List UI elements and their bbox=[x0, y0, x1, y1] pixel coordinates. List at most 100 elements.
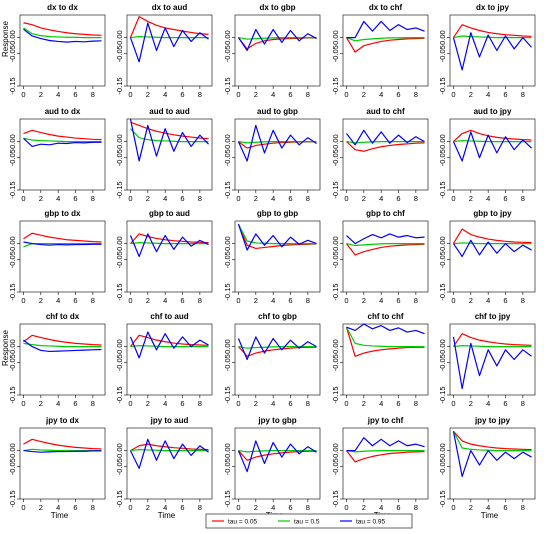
y-tick-label: 0.00 bbox=[8, 236, 17, 251]
series-line-tau-095 bbox=[452, 336, 532, 390]
y-tick-label: 0.00 bbox=[8, 30, 17, 45]
y-tick-label: -0.15 bbox=[223, 181, 232, 198]
panel: aud to gbp 0.00-0.05 -0.15 0 2 4 6 8 bbox=[223, 107, 321, 203]
x-tick-label: 6 bbox=[396, 90, 400, 99]
y-tick-label: -0.05 bbox=[115, 458, 124, 475]
y-tick-label: 0.00 bbox=[115, 339, 124, 354]
x-tick-label: 8 bbox=[414, 90, 418, 99]
series-line-tau-095 bbox=[23, 28, 102, 43]
x-tick-label: 4 bbox=[56, 503, 60, 512]
x-tick-label: 8 bbox=[306, 90, 310, 99]
panel: gbp to jpy 0.00-0.05 -0.15 0 2 4 6 8 bbox=[438, 209, 536, 305]
x-tick-label: 8 bbox=[198, 399, 202, 408]
series-line-tau-095 bbox=[129, 118, 209, 162]
y-tick-label: 0.00 bbox=[115, 30, 124, 45]
series-line-tau-05 bbox=[346, 36, 425, 42]
series-line-tau-005 bbox=[23, 438, 102, 450]
panel: jpy to aud 0.00-0.05 -0.15 0 2 4 6 8 Time bbox=[115, 416, 213, 520]
panel-frame bbox=[342, 14, 429, 87]
panel-title: chf to chf bbox=[368, 312, 404, 321]
series-line-tau-005 bbox=[452, 24, 532, 38]
x-tick-label: 8 bbox=[91, 503, 95, 512]
x-tick-label: 2 bbox=[39, 194, 43, 203]
x-tick-label: 4 bbox=[271, 90, 275, 99]
y-tick-label: -0.05 bbox=[438, 458, 447, 475]
y-tick-label: -0.15 bbox=[115, 181, 124, 198]
series-line-tau-095 bbox=[452, 32, 532, 71]
y-tick-label: -0.15 bbox=[438, 77, 447, 94]
x-tick-label: 4 bbox=[271, 503, 275, 512]
y-tick-label: -0.15 bbox=[223, 490, 232, 507]
x-tick-label: 8 bbox=[198, 503, 202, 512]
y-tick-label: -0.05 bbox=[223, 458, 232, 475]
y-tick-label: 0.00 bbox=[223, 339, 232, 354]
series-line-tau-095 bbox=[129, 22, 209, 63]
y-tick-label: 0.00 bbox=[438, 134, 447, 149]
x-tick-label: 6 bbox=[180, 194, 184, 203]
x-tick-label: 8 bbox=[91, 399, 95, 408]
y-tick-label: -0.15 bbox=[331, 77, 340, 94]
x-tick-label: 2 bbox=[146, 194, 150, 203]
series-line-tau-05 bbox=[23, 27, 102, 39]
legend-label-tau-005: tau = 0.05 bbox=[228, 519, 257, 526]
panel-frame bbox=[234, 118, 321, 191]
y-tick-label: -0.05 bbox=[8, 149, 17, 166]
x-tick-label: 8 bbox=[414, 296, 418, 305]
panel: gbp to chf 0.00-0.05 -0.15 0 2 4 6 8 bbox=[331, 209, 429, 305]
panel: dx to jpy 0.00-0.05 -0.15 0 2 4 6 8 bbox=[438, 3, 536, 99]
panel-title: aud to aud bbox=[149, 107, 190, 116]
x-tick-label: 2 bbox=[362, 503, 366, 512]
panel: dx to gbp 0.00-0.05 -0.15 0 2 4 6 8 bbox=[223, 3, 321, 99]
panel-title: chf to aud bbox=[150, 312, 188, 321]
panel-frame bbox=[449, 427, 536, 500]
x-tick-label: 8 bbox=[521, 503, 525, 512]
y-tick-label: -0.15 bbox=[331, 490, 340, 507]
panel-frame bbox=[126, 323, 213, 396]
x-tick-label: 4 bbox=[56, 399, 60, 408]
x-tick-label: 0 bbox=[21, 399, 25, 408]
panel-frame bbox=[449, 118, 536, 191]
panel-frame bbox=[126, 14, 213, 87]
panel: dx to dx 0.00-0.05 -0.15 0 2 4 6 8 Response bbox=[1, 3, 106, 99]
y-tick-label: -0.05 bbox=[331, 251, 340, 268]
panel: chf to chf 0.00-0.05 -0.15 0 2 4 6 8 bbox=[331, 312, 429, 408]
series-line-tau-005 bbox=[130, 233, 209, 244]
series-line-tau-095 bbox=[452, 239, 532, 258]
x-tick-label: 2 bbox=[254, 90, 258, 99]
series-line-tau-05 bbox=[453, 242, 532, 245]
x-tick-label: 8 bbox=[414, 194, 418, 203]
series-line-tau-05 bbox=[453, 140, 532, 143]
x-tick-label: 8 bbox=[521, 90, 525, 99]
x-tick-label: 6 bbox=[396, 399, 400, 408]
x-tick-label: 6 bbox=[180, 399, 184, 408]
panel-title: jpy to gbp bbox=[257, 416, 296, 425]
x-tick-label: 2 bbox=[146, 503, 150, 512]
panel: chf to gbp 0.00-0.05 -0.15 0 2 4 6 8 bbox=[223, 312, 321, 408]
y-tick-label: -0.05 bbox=[8, 354, 17, 371]
series-line-tau-005 bbox=[130, 443, 209, 452]
x-tick-label: 0 bbox=[21, 90, 25, 99]
series-line-tau-095 bbox=[452, 431, 532, 478]
series-line-tau-095 bbox=[346, 323, 425, 335]
panel: chf to aud 0.00-0.05 -0.15 0 2 4 6 8 bbox=[115, 312, 213, 408]
series-line-tau-095 bbox=[129, 331, 209, 359]
y-tick-label: -0.05 bbox=[8, 251, 17, 268]
y-tick-label: 0.00 bbox=[223, 30, 232, 45]
x-tick-label: 8 bbox=[306, 399, 310, 408]
x-tick-label: 6 bbox=[180, 90, 184, 99]
x-tick-label: 8 bbox=[521, 194, 525, 203]
panel-title: chf to gbp bbox=[258, 312, 297, 321]
y-tick-label: -0.05 bbox=[223, 251, 232, 268]
x-tick-label: 2 bbox=[254, 296, 258, 305]
series-line-tau-005 bbox=[238, 346, 317, 357]
x-tick-label: 0 bbox=[451, 399, 455, 408]
x-tick-label: 0 bbox=[344, 399, 348, 408]
series-line-tau-095 bbox=[23, 339, 102, 353]
x-tick-label: 6 bbox=[288, 503, 292, 512]
x-tick-label: 8 bbox=[198, 194, 202, 203]
series-line-tau-095 bbox=[345, 129, 425, 146]
x-tick-label: 4 bbox=[486, 194, 490, 203]
y-tick-label: -0.05 bbox=[223, 45, 232, 62]
